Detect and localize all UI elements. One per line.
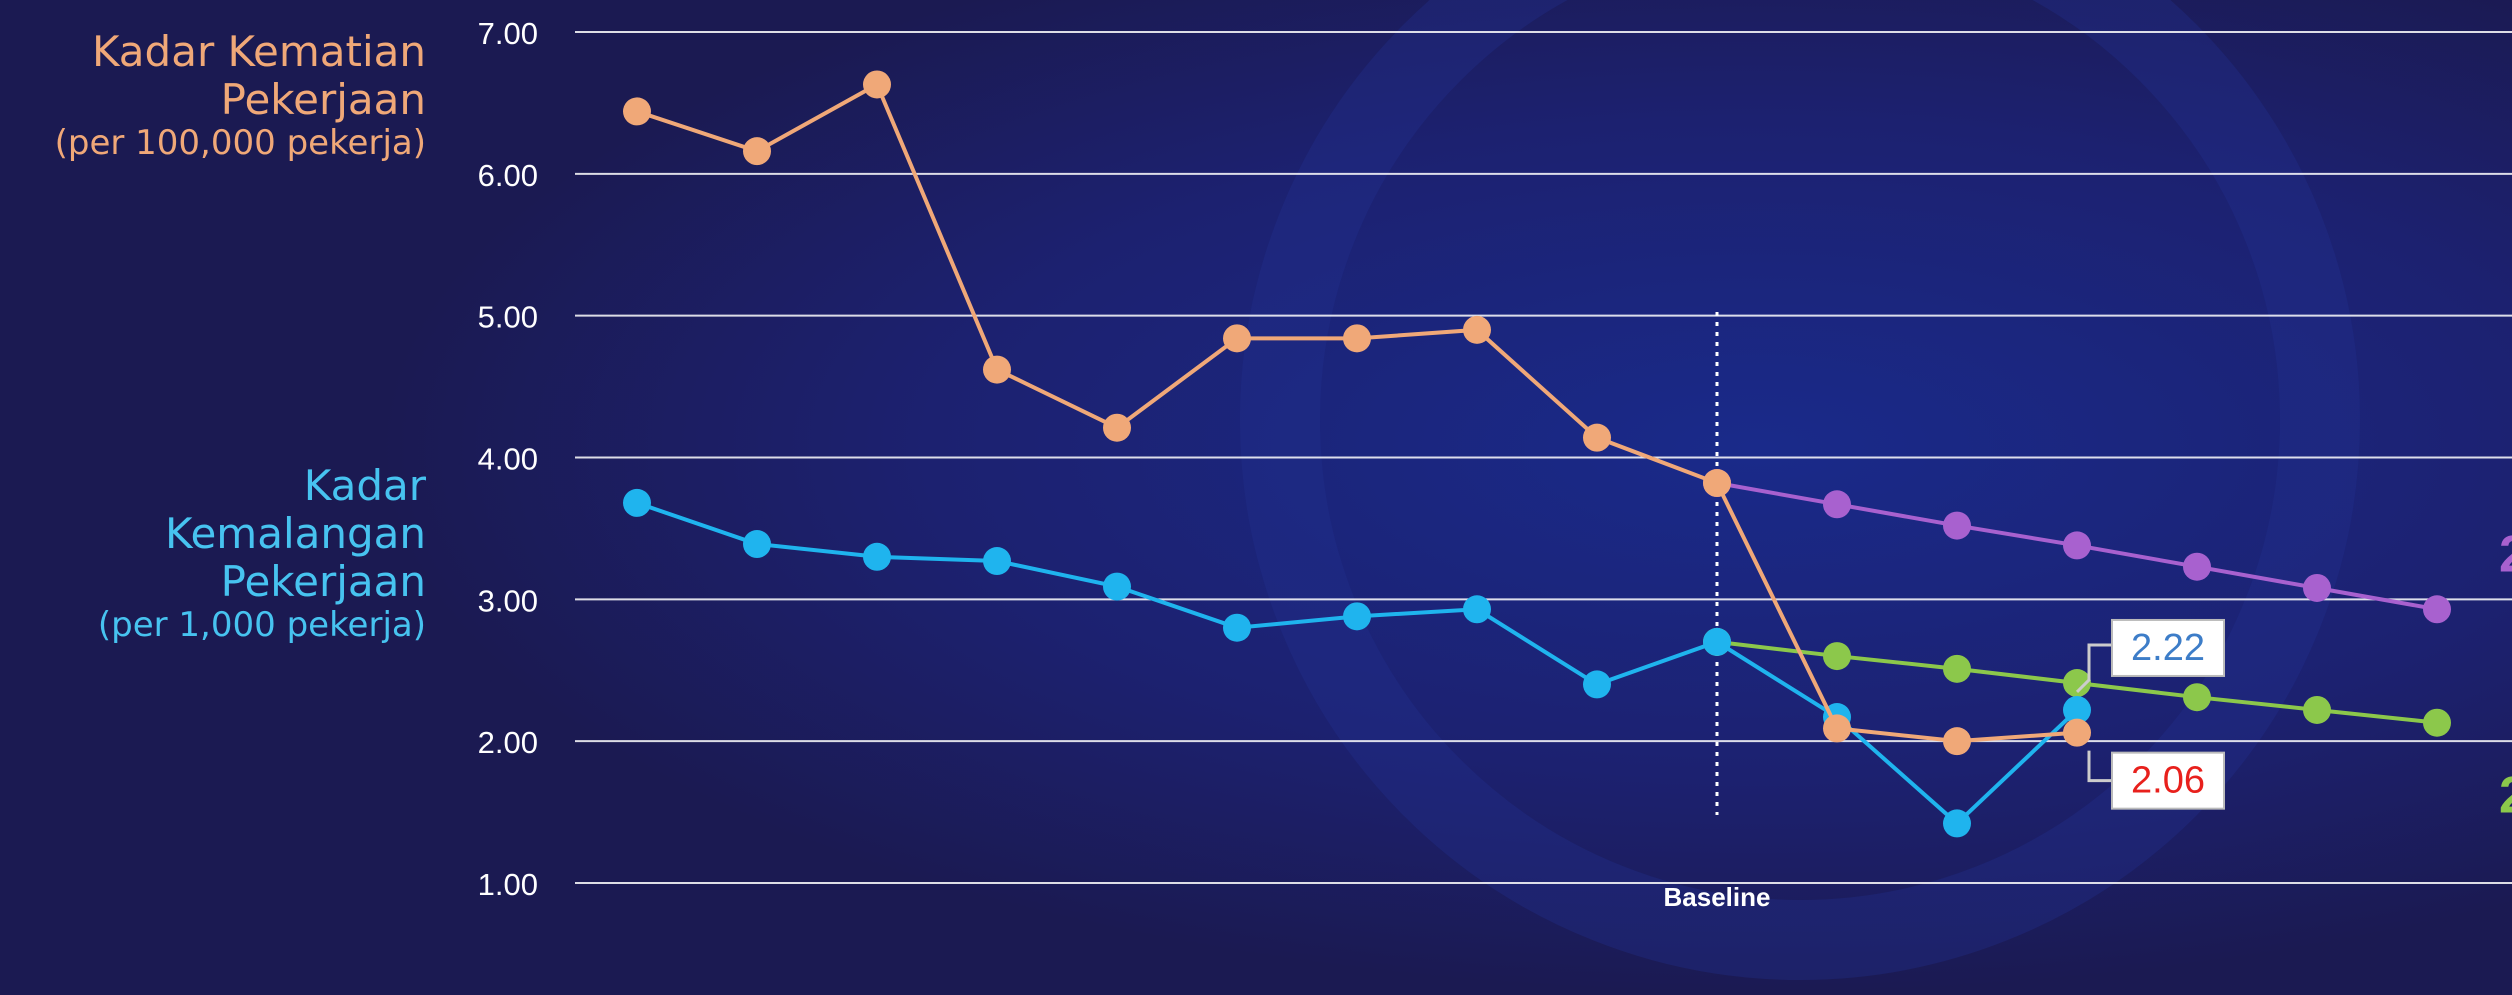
fatal-title-line-2: Pekerjaan <box>220 74 426 124</box>
injury-data-point <box>1343 602 1371 631</box>
fatal-data-point <box>1343 324 1371 353</box>
y-tick-label: 7.00 <box>478 16 538 51</box>
y-tick-label: 1.00 <box>478 867 538 902</box>
injury-data-point <box>743 530 771 559</box>
injury_target-data-point <box>2183 683 2211 712</box>
y-tick-label: 4.00 <box>478 442 538 477</box>
fatal_target-data-point <box>2423 595 2451 624</box>
injury-data-point <box>2063 695 2091 724</box>
injury-series-line <box>636 500 2079 827</box>
fatal_target-data-point <box>1823 490 1851 519</box>
annotation-box <box>2111 751 2225 810</box>
target-value-label: 2.13 <box>2499 767 2512 825</box>
fatal-data-point <box>1583 423 1611 452</box>
injury-data-point <box>1943 809 1971 838</box>
annotation-leader <box>2087 750 2112 783</box>
injury-data-point <box>1103 572 1131 601</box>
injury-data-point <box>1583 670 1611 699</box>
fatal_target-data-point <box>1943 511 1971 540</box>
injury-title-line-1: Kadar <box>303 461 426 510</box>
annotation-box <box>2111 618 2225 677</box>
annotation-label: 2.06 <box>2131 760 2205 802</box>
fatal-data-point <box>1223 324 1251 353</box>
annotation-leader <box>2075 643 2112 694</box>
injury-unit: (per 1,000 pekerja) <box>97 604 426 645</box>
injury_target-data-point <box>1943 654 1971 683</box>
injury-title-line-3: Pekerjaan <box>220 556 426 606</box>
fatal-data-point <box>743 137 771 166</box>
fatal_target-data-point <box>2183 552 2211 581</box>
fatal-data-point <box>623 97 651 126</box>
injury-data-point <box>623 488 651 517</box>
fatal-rate-axis-label: Kadar Kematian Pekerjaan (per 100,000 pe… <box>55 28 426 163</box>
injury-data-point <box>1703 627 1731 656</box>
fatal-data-point <box>1823 714 1851 743</box>
y-tick-label: 2.00 <box>478 725 538 760</box>
injury-data-point <box>1223 613 1251 642</box>
injury_target-data-point <box>2423 708 2451 737</box>
fatal-data-point <box>983 355 1011 384</box>
injury_target-data-point <box>2063 669 2091 698</box>
y-tick-label: 6.00 <box>478 158 538 193</box>
fatal-data-point <box>863 70 891 99</box>
y-tick-label: 3.00 <box>478 583 538 618</box>
baseline-label: Baseline <box>1664 882 1771 912</box>
fatal-data-point <box>2063 718 2091 747</box>
fatal-unit: (per 100,000 pekerja) <box>54 122 426 163</box>
injury-data-point <box>1463 595 1491 624</box>
fatal_target-data-point <box>2063 531 2091 560</box>
fatal-data-point <box>1943 727 1971 756</box>
fatal-data-point <box>1463 315 1491 344</box>
y-tick-label: 5.00 <box>478 300 538 335</box>
injury-data-point <box>863 542 891 571</box>
fatal-data-point <box>1703 469 1731 498</box>
injury_target-data-point <box>1823 642 1851 671</box>
fatal-title-line-1: Kadar Kematian <box>92 27 426 76</box>
fatal_target-data-point <box>2303 573 2331 602</box>
injury-rate-axis-label: Kadar Kemalangan Pekerjaan (per 1,000 pe… <box>98 462 426 644</box>
fatal-series-line <box>636 81 2078 744</box>
injury_target-data-point <box>2303 695 2331 724</box>
injury-data-point <box>983 547 1011 576</box>
fatal-data-point <box>1103 413 1131 442</box>
annotation-label: 2.22 <box>2131 627 2205 669</box>
target-value-label: 2.93 <box>2499 525 2512 583</box>
injury-title-line-2: Kemalangan <box>165 508 426 558</box>
